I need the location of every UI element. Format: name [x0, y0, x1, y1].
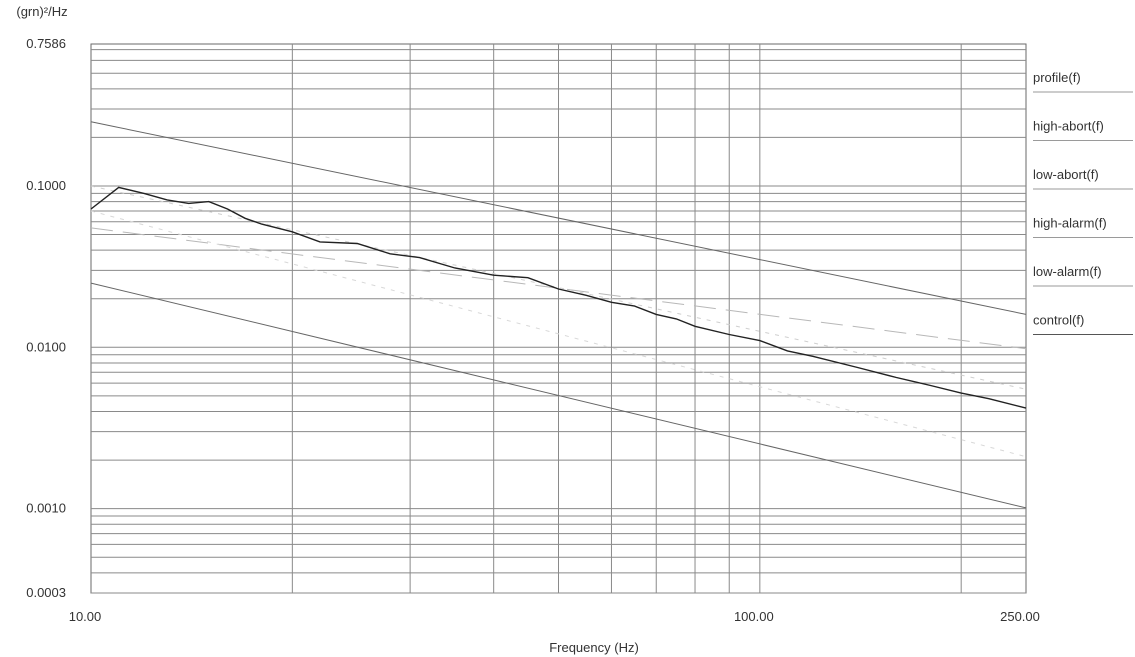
x-tick-label: 10.00 [69, 609, 102, 624]
legend-label: high-abort(f) [1033, 119, 1104, 134]
x-tick-label: 100.00 [734, 609, 774, 624]
series-high-alarm-f [90, 227, 1027, 350]
y-tick-label: 0.7586 [26, 36, 66, 51]
series-low-abort-f [90, 282, 1027, 509]
grid [90, 43, 1027, 594]
y-tick-label: 0.0100 [26, 339, 66, 354]
series-low-alarm-f [90, 210, 1027, 458]
legend-label: control(f) [1033, 313, 1084, 328]
y-tick-label: 0.1000 [26, 178, 66, 193]
legend-label: low-abort(f) [1033, 167, 1099, 182]
x-axis-label: Frequency (Hz) [549, 640, 639, 655]
series-layer [90, 121, 1027, 509]
x-tick-label: 250.00 [1000, 609, 1040, 624]
legend-label: high-alarm(f) [1033, 216, 1107, 231]
y-tick-label: 0.0003 [26, 585, 66, 600]
legend-label: low-alarm(f) [1033, 264, 1102, 279]
legend-label: profile(f) [1033, 70, 1081, 85]
series-control-f [90, 186, 1027, 409]
y-axis-label: (grn)²/Hz [16, 4, 67, 19]
legend: profile(f) high-abort(f) low-abort(f) high-… [1033, 70, 1133, 335]
series-high-abort-f [90, 121, 1027, 315]
y-tick-label: 0.0010 [26, 501, 66, 516]
